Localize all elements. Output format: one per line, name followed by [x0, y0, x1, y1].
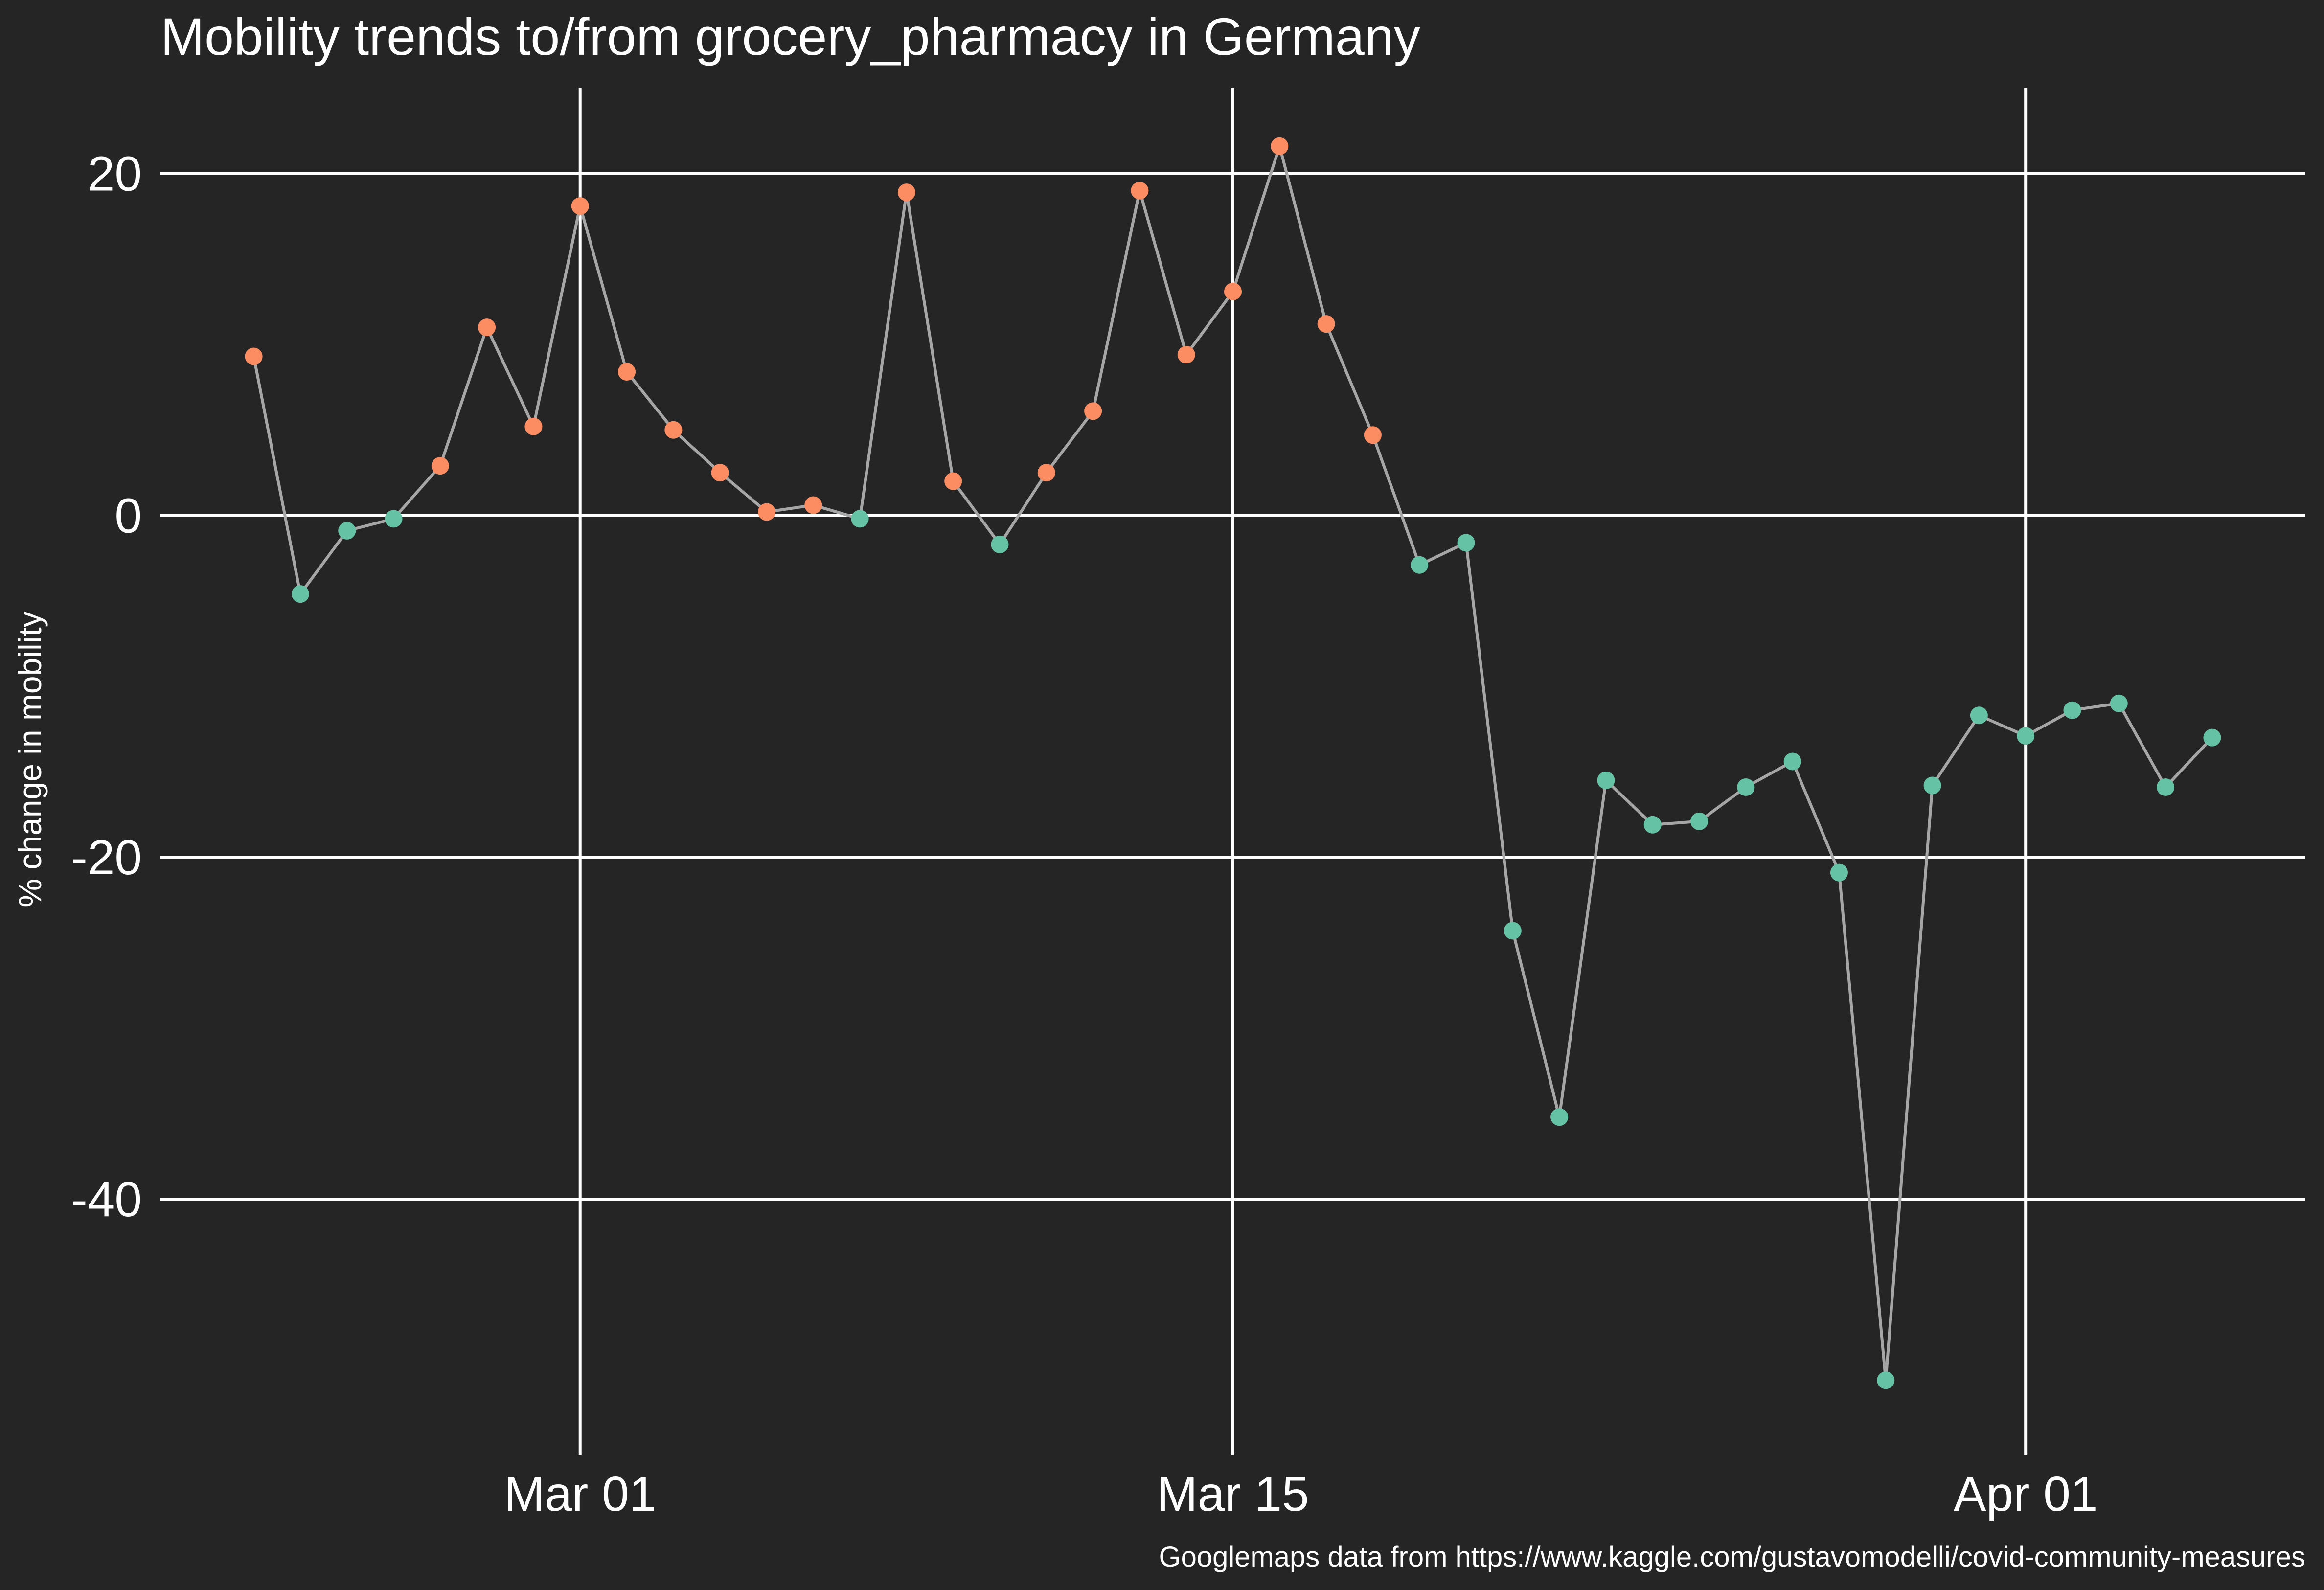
data-point-positive	[245, 347, 263, 365]
data-point-positive	[897, 183, 915, 202]
caption: Googlemaps data from https://www.kaggle.…	[1159, 1541, 2305, 1573]
data-point-negative	[991, 535, 1009, 553]
data-point-positive	[431, 457, 449, 475]
data-point-negative	[2063, 701, 2081, 719]
data-point-positive	[1271, 137, 1289, 155]
y-tick-label: 0	[114, 488, 142, 543]
data-point-negative	[1737, 778, 1755, 796]
data-point-negative	[1877, 1371, 1895, 1389]
x-gridlines	[578, 88, 2028, 1455]
points-layer	[245, 137, 2221, 1389]
data-point-positive	[618, 363, 636, 381]
data-point-positive	[804, 496, 822, 514]
data-point-negative	[291, 585, 309, 603]
x-tick-labels: Mar 01 Mar 15 Apr 01	[504, 1467, 2097, 1522]
data-point-positive	[664, 421, 683, 439]
data-point-negative	[1550, 1108, 1569, 1126]
data-point-negative	[2110, 694, 2128, 712]
data-point-negative	[2157, 778, 2175, 796]
data-point-negative	[385, 510, 403, 528]
data-point-positive	[1317, 315, 1335, 333]
data-point-positive	[1084, 402, 1102, 420]
data-point-negative	[1690, 812, 1709, 830]
data-point-negative	[1597, 771, 1615, 789]
data-point-negative	[1783, 752, 1801, 771]
y-tick-labels: 20 0 -20 -40	[71, 147, 142, 1227]
data-point-negative	[1643, 816, 1662, 834]
data-point-positive	[944, 472, 962, 490]
y-axis-title: % change in mobility	[12, 611, 48, 907]
data-point-positive	[1177, 346, 1195, 364]
data-point-negative	[1830, 863, 1848, 882]
data-point-negative	[1457, 534, 1475, 552]
data-point-positive	[478, 318, 496, 337]
y-tick-label: 20	[88, 147, 142, 202]
data-point-negative	[2017, 727, 2035, 745]
data-point-negative	[1923, 776, 1941, 795]
data-point-positive	[1037, 464, 1055, 482]
x-tick-label: Mar 01	[504, 1467, 656, 1522]
x-tick-label: Mar 15	[1157, 1467, 1309, 1522]
data-point-positive	[1131, 182, 1149, 200]
data-point-positive	[711, 464, 729, 482]
data-point-positive	[524, 417, 543, 435]
data-point-negative	[2203, 728, 2221, 747]
chart-title: Mobility trends to/from grocery_pharmacy…	[160, 7, 1420, 66]
y-tick-label: -20	[71, 830, 142, 885]
data-point-positive	[1224, 282, 1242, 300]
data-point-negative	[1970, 706, 1988, 725]
data-point-negative	[1411, 556, 1429, 574]
data-point-positive	[571, 197, 589, 215]
data-point-positive	[1364, 426, 1382, 444]
x-tick-label: Apr 01	[1954, 1467, 2098, 1522]
y-tick-label: -40	[71, 1172, 142, 1227]
data-point-negative	[338, 522, 356, 540]
data-point-negative	[1504, 922, 1522, 940]
data-point-negative	[851, 510, 869, 528]
data-point-positive	[757, 503, 775, 521]
